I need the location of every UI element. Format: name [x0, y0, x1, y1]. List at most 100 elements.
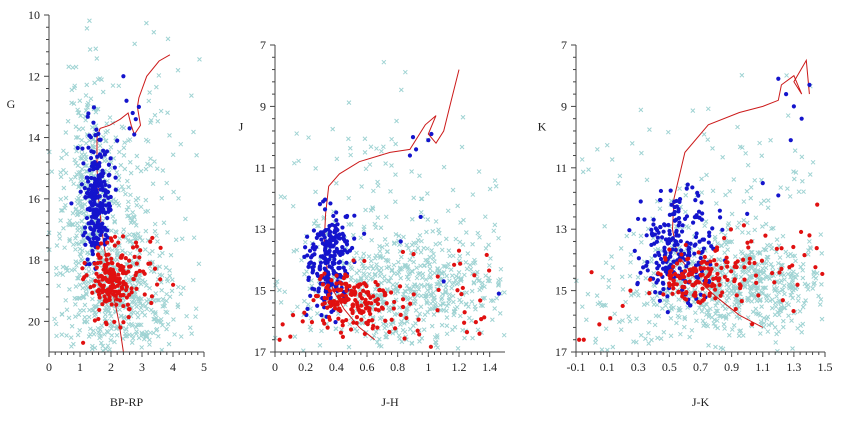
- field-star-marker: [467, 262, 473, 268]
- red-member-point: [473, 320, 478, 325]
- field-star-marker: [691, 299, 697, 305]
- field-star-marker: [715, 241, 720, 246]
- field-star-marker: [142, 279, 148, 285]
- field-star-marker: [593, 336, 599, 342]
- red-member-point: [820, 271, 825, 277]
- field-star-marker: [487, 186, 493, 192]
- field-star-marker: [142, 247, 148, 252]
- red-member-point: [400, 304, 406, 310]
- field-star-marker: [652, 322, 658, 328]
- red-member-point: [344, 281, 349, 286]
- red-member-point: [387, 329, 392, 335]
- field-star-marker: [384, 242, 390, 248]
- field-star-marker: [665, 129, 671, 135]
- field-star-marker: [496, 235, 501, 241]
- field-star-marker: [189, 93, 194, 98]
- field-star-marker: [472, 260, 478, 265]
- field-star-marker: [382, 237, 388, 242]
- field-star-marker: [755, 250, 761, 256]
- field-star-marker: [417, 232, 423, 238]
- blue-member-point: [86, 111, 91, 116]
- field-star-marker: [727, 239, 733, 245]
- field-star-marker: [73, 235, 78, 241]
- field-star-marker: [313, 166, 319, 171]
- field-star-marker: [798, 264, 804, 270]
- field-star-marker: [418, 293, 424, 299]
- red-member-point: [341, 275, 347, 281]
- field-star-marker: [87, 138, 92, 143]
- blue-member-point: [350, 245, 355, 251]
- red-member-point: [772, 280, 777, 285]
- field-star-marker: [164, 298, 169, 304]
- field-star-marker: [761, 246, 767, 252]
- x-tick-label: 1.5: [818, 360, 833, 374]
- field-star-marker: [437, 302, 443, 308]
- x-tick-label: 1.1: [755, 360, 770, 374]
- field-star-marker: [617, 173, 623, 179]
- field-star-marker: [712, 317, 717, 323]
- field-star-marker: [658, 336, 664, 342]
- red-member-point: [82, 260, 87, 266]
- field-star-marker: [418, 282, 424, 288]
- red-member-point: [92, 261, 97, 266]
- field-star-marker: [433, 340, 439, 346]
- blue-member-point: [327, 248, 332, 253]
- field-star-marker: [816, 293, 821, 299]
- field-star-marker: [800, 304, 806, 310]
- field-star-marker: [790, 274, 796, 280]
- red-member-layer: [80, 234, 176, 345]
- field-star-marker: [59, 155, 64, 161]
- red-member-point: [322, 301, 327, 306]
- red-member-point: [742, 277, 747, 282]
- field-star-marker: [399, 339, 405, 345]
- field-star-marker: [483, 246, 489, 251]
- field-star-marker: [712, 324, 718, 329]
- field-star-marker: [59, 312, 65, 317]
- red-member-point: [683, 242, 688, 248]
- red-member-point: [756, 293, 761, 298]
- blue-member-point: [641, 265, 646, 270]
- field-star-marker: [381, 144, 386, 150]
- blue-member-point: [680, 223, 685, 228]
- blue-member-point: [318, 254, 323, 259]
- field-star-marker: [363, 207, 368, 213]
- red-member-point: [459, 291, 464, 297]
- blue-member-point: [323, 228, 328, 233]
- red-member-point: [313, 293, 319, 299]
- blue-member-point: [693, 234, 699, 240]
- field-star-marker: [157, 264, 162, 270]
- field-star-marker: [361, 265, 367, 271]
- field-star-marker: [765, 274, 771, 279]
- field-star-marker: [302, 298, 307, 304]
- field-star-marker: [395, 271, 400, 277]
- red-member-point: [112, 234, 118, 239]
- field-star-marker: [791, 176, 797, 182]
- blue-member-point: [700, 249, 705, 254]
- field-star-marker: [780, 318, 786, 324]
- field-star-marker: [76, 126, 82, 132]
- field-star-marker: [768, 261, 774, 267]
- field-star-marker: [379, 315, 385, 320]
- red-member-point: [435, 308, 440, 313]
- red-member-point: [597, 322, 602, 327]
- field-star-marker: [635, 293, 641, 298]
- field-star-marker: [362, 136, 368, 142]
- field-star-marker: [372, 221, 378, 227]
- field-star-marker: [450, 293, 456, 299]
- field-star-marker: [147, 285, 152, 291]
- field-star-marker: [610, 344, 616, 350]
- field-star-marker: [69, 323, 75, 329]
- blue-member-point: [745, 211, 750, 216]
- field-star-marker: [431, 255, 436, 261]
- y-tick-label: 17: [555, 345, 567, 359]
- field-star-marker: [79, 204, 85, 209]
- red-member-point: [416, 317, 421, 322]
- field-star-marker: [134, 304, 140, 310]
- red-member-point: [332, 288, 337, 293]
- field-star-marker: [595, 301, 601, 307]
- blue-member-point: [677, 199, 682, 205]
- field-star-marker: [414, 265, 419, 271]
- red-member-point: [754, 280, 759, 285]
- blue-member-point: [676, 206, 681, 212]
- red-member-point: [357, 308, 362, 313]
